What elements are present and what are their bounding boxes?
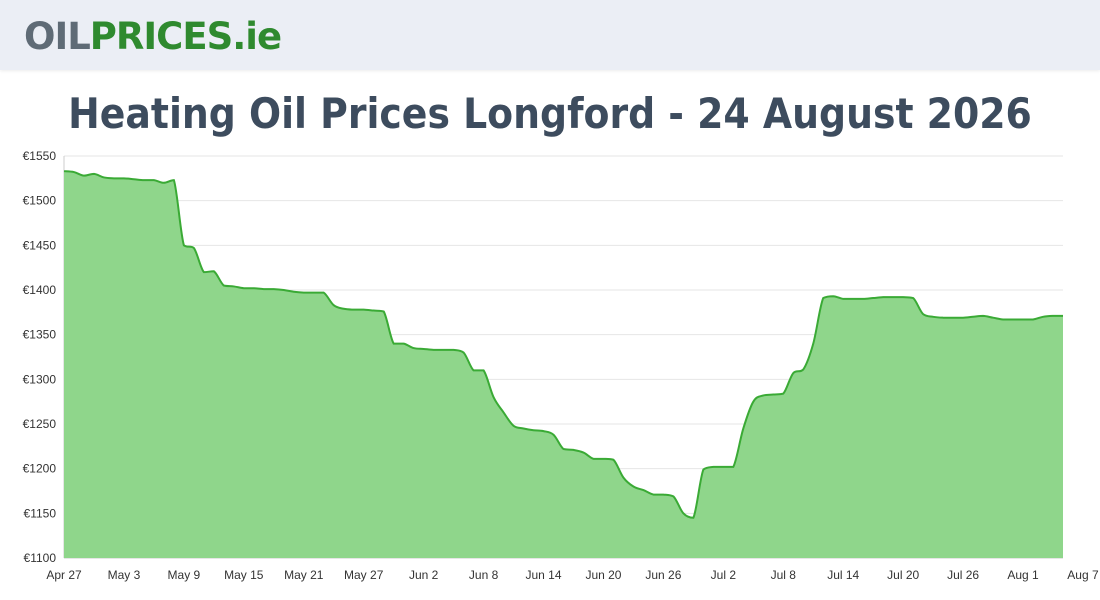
y-tick-label: €1550 (23, 149, 57, 163)
x-tick-label: Jun 2 (409, 568, 439, 582)
x-tick-label: Jun 26 (645, 568, 681, 582)
x-tick-label: Jul 2 (711, 568, 737, 582)
price-area (64, 171, 1063, 558)
logo-text-oil: OIL (24, 15, 91, 58)
x-tick-label: Apr 27 (46, 568, 82, 582)
y-tick-label: €1150 (24, 506, 57, 520)
site-logo[interactable]: OILPRICES.ie (24, 14, 282, 60)
x-tick-label: Jul 20 (887, 568, 919, 582)
x-tick-label: May 21 (284, 568, 324, 582)
y-tick-label: €1100 (24, 551, 57, 565)
x-tick-label: Aug 1 (1007, 568, 1039, 582)
y-axis-ticks: €1100 €1150 €1200 €1250 €1300 €1350 €1400 €1450… (23, 149, 57, 565)
y-tick-label: €1500 (23, 194, 57, 208)
logo-text-prices: PRICES (89, 15, 233, 58)
x-axis-ticks: Apr 27 May 3 May 9 May 15 May 21 May 27 Jun 2 J… (46, 568, 1099, 582)
x-tick-label: May 3 (108, 568, 141, 582)
x-tick-label: May 9 (168, 568, 201, 582)
x-tick-label: Jun 8 (469, 568, 499, 582)
x-tick-label: Aug 7 (1067, 568, 1099, 582)
price-line (63, 170, 1063, 519)
x-tick-label: May 15 (224, 568, 264, 582)
site-header: OILPRICES.ie (0, 0, 1100, 70)
y-tick-label: €1250 (23, 417, 57, 431)
x-tick-label: May 27 (344, 568, 384, 582)
y-tick-label: €1350 (23, 328, 57, 342)
x-tick-label: Jun 14 (526, 568, 562, 582)
y-tick-label: €1400 (23, 283, 57, 297)
y-tick-label: €1200 (23, 462, 57, 476)
page-title: Heating Oil Prices Longford - 24 August … (68, 89, 1032, 138)
x-tick-label: Jul 8 (771, 568, 797, 582)
y-tick-label: €1450 (23, 238, 57, 252)
y-tick-label: €1300 (23, 372, 57, 386)
x-tick-label: Jun 20 (585, 568, 621, 582)
x-tick-label: Jul 26 (947, 568, 979, 582)
x-tick-label: Jul 14 (827, 568, 859, 582)
logo-text-tld: .ie (232, 15, 282, 58)
